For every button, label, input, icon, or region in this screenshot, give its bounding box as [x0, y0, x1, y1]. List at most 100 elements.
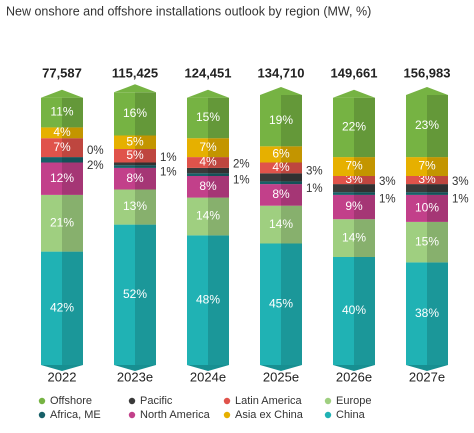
bar-segment — [333, 194, 375, 220]
bar-face — [187, 176, 229, 198]
bar-shade — [135, 224, 156, 365]
bar-bottom — [187, 365, 229, 371]
bar-segment — [114, 135, 156, 149]
bar-segment — [260, 243, 302, 365]
bar-bottom — [114, 365, 156, 371]
bar-segment — [260, 146, 302, 163]
bar-segment — [260, 205, 302, 244]
x-tick-label: 2024e — [190, 369, 226, 384]
bar-face — [114, 224, 156, 365]
bar-segment — [114, 167, 156, 190]
legend-swatch — [128, 411, 136, 419]
bar-face — [333, 219, 375, 257]
bar-face — [260, 162, 302, 174]
bar-face — [187, 167, 229, 174]
bar-segment — [187, 157, 229, 168]
bar-segment — [187, 97, 229, 139]
bar-segment — [333, 176, 375, 185]
bar-shade — [208, 235, 229, 365]
bar-segment — [187, 173, 229, 176]
bar-segment — [333, 184, 375, 193]
value-label: 1% — [160, 167, 177, 179]
bar-segment — [406, 157, 448, 176]
bar-shade — [62, 127, 83, 139]
value-label: 3% — [452, 176, 469, 188]
bar-segment — [406, 184, 448, 193]
value-label: 0% — [87, 145, 104, 157]
bar-bottom — [41, 365, 83, 371]
bar-segment — [260, 162, 302, 174]
value-label: 8% — [199, 179, 217, 193]
bar-top — [41, 89, 83, 98]
value-label: 1% — [379, 194, 396, 206]
bar-top — [406, 87, 448, 95]
bar-segment — [260, 173, 302, 182]
bar-face — [260, 184, 302, 206]
bar-bottom — [333, 365, 375, 371]
bar-segment — [406, 262, 448, 365]
bar-shade — [281, 205, 302, 244]
bar-shade — [427, 95, 448, 158]
bar-face — [41, 194, 83, 252]
chart-title: New onshore and offshore installations o… — [6, 4, 371, 18]
legend-label: China — [336, 409, 366, 421]
bar-face — [41, 162, 83, 195]
bar-bottom — [260, 365, 302, 371]
value-label: 16% — [123, 106, 147, 120]
bar-segment — [187, 197, 229, 236]
value-label: 4% — [53, 125, 71, 139]
bar-shade — [354, 192, 375, 195]
value-label: 38% — [415, 306, 439, 320]
value-label: 9% — [345, 199, 363, 213]
bar-segment — [187, 235, 229, 365]
value-label: 11% — [50, 105, 73, 119]
bar-face — [187, 235, 229, 365]
total-label: 156,983 — [404, 65, 451, 80]
bar-face — [333, 157, 375, 176]
bar-face — [406, 194, 448, 222]
bar-shade — [281, 243, 302, 365]
value-label: 7% — [53, 140, 71, 154]
value-label: 14% — [196, 209, 220, 223]
total-label: 124,451 — [185, 65, 232, 80]
value-label: 48% — [196, 292, 220, 306]
bar-face — [333, 184, 375, 193]
bar-segment — [406, 192, 448, 195]
x-tick-label: 2025e — [263, 369, 299, 384]
bar-face — [114, 135, 156, 149]
bar-shade — [62, 162, 83, 195]
bar-segment — [41, 138, 83, 158]
bar-face — [260, 205, 302, 244]
legend-swatch — [128, 397, 136, 405]
bar-segment — [260, 95, 302, 147]
bar-shade — [281, 95, 302, 147]
bar-segment — [114, 224, 156, 365]
legend-label: Africa, ME — [50, 409, 101, 421]
bar-segment — [406, 176, 448, 185]
bar-segment — [187, 167, 229, 174]
legend-label: North America — [140, 409, 211, 421]
bar-segment — [333, 97, 375, 158]
value-label: 12% — [50, 171, 74, 185]
legend-swatch — [38, 397, 46, 405]
x-tick-label: 2027e — [409, 369, 445, 384]
bar-shade — [281, 181, 302, 185]
bar-segment — [114, 149, 156, 163]
bar-shade — [354, 97, 375, 158]
legend-label: Latin America — [235, 395, 303, 407]
bar-shade — [208, 197, 229, 236]
bar-segment — [41, 194, 83, 252]
bar-shade — [135, 162, 156, 166]
legend-swatch — [324, 411, 332, 419]
legend-swatch — [38, 411, 46, 419]
bar-shade — [208, 176, 229, 198]
bar-shade — [354, 194, 375, 220]
bar-face — [333, 176, 375, 185]
value-label: 21% — [50, 215, 74, 229]
bar-face — [41, 97, 83, 128]
bar-face — [114, 189, 156, 225]
value-label: 5% — [126, 148, 144, 162]
x-tick-label: 2023e — [117, 369, 153, 384]
bar-face — [406, 192, 448, 195]
legend-label: Offshore — [50, 395, 92, 407]
